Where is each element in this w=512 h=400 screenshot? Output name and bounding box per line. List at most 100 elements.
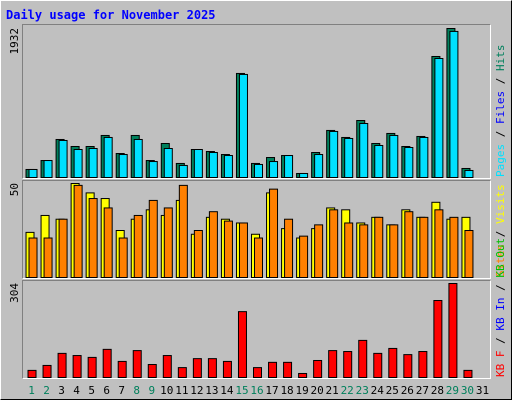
plot-frame-light — [22, 24, 491, 179]
plot-frame-light — [22, 280, 491, 379]
x-tick-label: 2 — [43, 384, 50, 397]
x-tick-label: 13 — [205, 384, 218, 397]
y-tick-label: 50 — [8, 183, 21, 196]
bar — [73, 149, 83, 178]
bar — [449, 216, 459, 278]
bar — [358, 339, 368, 379]
bar — [419, 216, 429, 278]
y-tick-label: 304 — [8, 283, 21, 303]
bar — [404, 211, 414, 278]
bar — [237, 311, 247, 378]
bar — [254, 237, 263, 279]
legend: Sites / Visits — [494, 184, 507, 277]
bar — [87, 356, 97, 378]
x-tick-label: 31 — [476, 384, 489, 397]
bar — [344, 137, 354, 179]
bar — [419, 136, 429, 178]
bar — [132, 350, 142, 379]
bar — [269, 161, 279, 179]
bar — [314, 154, 324, 178]
bar — [269, 188, 279, 278]
legend-entry: KB F — [494, 351, 507, 378]
x-tick-label: 6 — [103, 384, 110, 397]
bar — [58, 218, 68, 278]
bar — [42, 364, 52, 379]
bar — [283, 361, 293, 379]
bar — [374, 144, 384, 179]
bar — [148, 199, 158, 278]
bar — [118, 154, 128, 178]
bar — [253, 367, 262, 378]
legend-separator: / — [494, 224, 507, 244]
chart-title: Daily usage for November 2025 — [6, 8, 216, 22]
y-tick-label: 1932 — [8, 28, 21, 55]
bar — [314, 224, 324, 278]
bar — [299, 235, 309, 278]
bar — [433, 300, 443, 379]
x-tick-label: 3 — [58, 384, 65, 397]
x-tick-label: 15 — [235, 384, 248, 397]
x-tick-label: 21 — [326, 384, 339, 397]
bar — [344, 222, 354, 278]
bar — [28, 237, 38, 279]
bar — [178, 184, 188, 279]
bar — [389, 134, 399, 179]
x-tick-label: 22 — [341, 384, 354, 397]
bar — [359, 123, 369, 179]
bar — [57, 352, 67, 379]
x-tick-label: 28 — [431, 384, 444, 397]
x-tick-label: 12 — [190, 384, 203, 397]
bar — [374, 216, 384, 278]
bar — [223, 220, 233, 279]
bar — [238, 222, 248, 278]
bar — [389, 224, 399, 278]
bar — [207, 358, 217, 378]
x-tick-label: 9 — [148, 384, 155, 397]
legend-separator: / — [494, 331, 507, 351]
bar — [328, 350, 338, 379]
plot-frame-light — [22, 180, 491, 279]
bar — [403, 354, 413, 378]
bar — [299, 172, 309, 179]
bar — [133, 138, 143, 178]
bar — [404, 146, 414, 178]
bar — [72, 355, 82, 378]
bar — [43, 160, 53, 178]
bar — [373, 352, 383, 379]
x-tick-label: 8 — [133, 384, 140, 397]
bar — [102, 348, 112, 379]
bar — [329, 209, 339, 279]
bar — [464, 169, 474, 179]
bar — [464, 230, 474, 278]
x-tick-label: 5 — [88, 384, 95, 397]
bar — [58, 139, 68, 179]
bar — [448, 283, 458, 378]
x-tick-label: 4 — [73, 384, 80, 397]
bar — [434, 58, 444, 178]
bar — [463, 369, 473, 378]
bar — [163, 207, 173, 278]
bar — [88, 148, 98, 179]
bar — [73, 184, 83, 279]
bar — [163, 148, 173, 179]
bar — [103, 207, 113, 278]
legend-separator: / — [494, 71, 507, 91]
legend-entry: KB In — [494, 298, 507, 331]
x-tick-label: 1 — [28, 384, 35, 397]
x-tick-label: 11 — [175, 384, 188, 397]
bar — [162, 355, 172, 378]
bar — [449, 30, 459, 178]
legend: KB F / KB In / KB Out — [494, 238, 507, 377]
x-tick-label: 24 — [371, 384, 385, 397]
x-tick-label: 18 — [280, 384, 293, 397]
bar — [343, 351, 353, 378]
bar — [298, 372, 308, 378]
bar — [147, 364, 157, 378]
bar — [359, 224, 369, 278]
bar — [434, 209, 444, 279]
x-tick-label: 20 — [311, 384, 324, 397]
legend: Pages / Files / Hits — [494, 45, 507, 178]
x-tick-label: 19 — [295, 384, 308, 397]
